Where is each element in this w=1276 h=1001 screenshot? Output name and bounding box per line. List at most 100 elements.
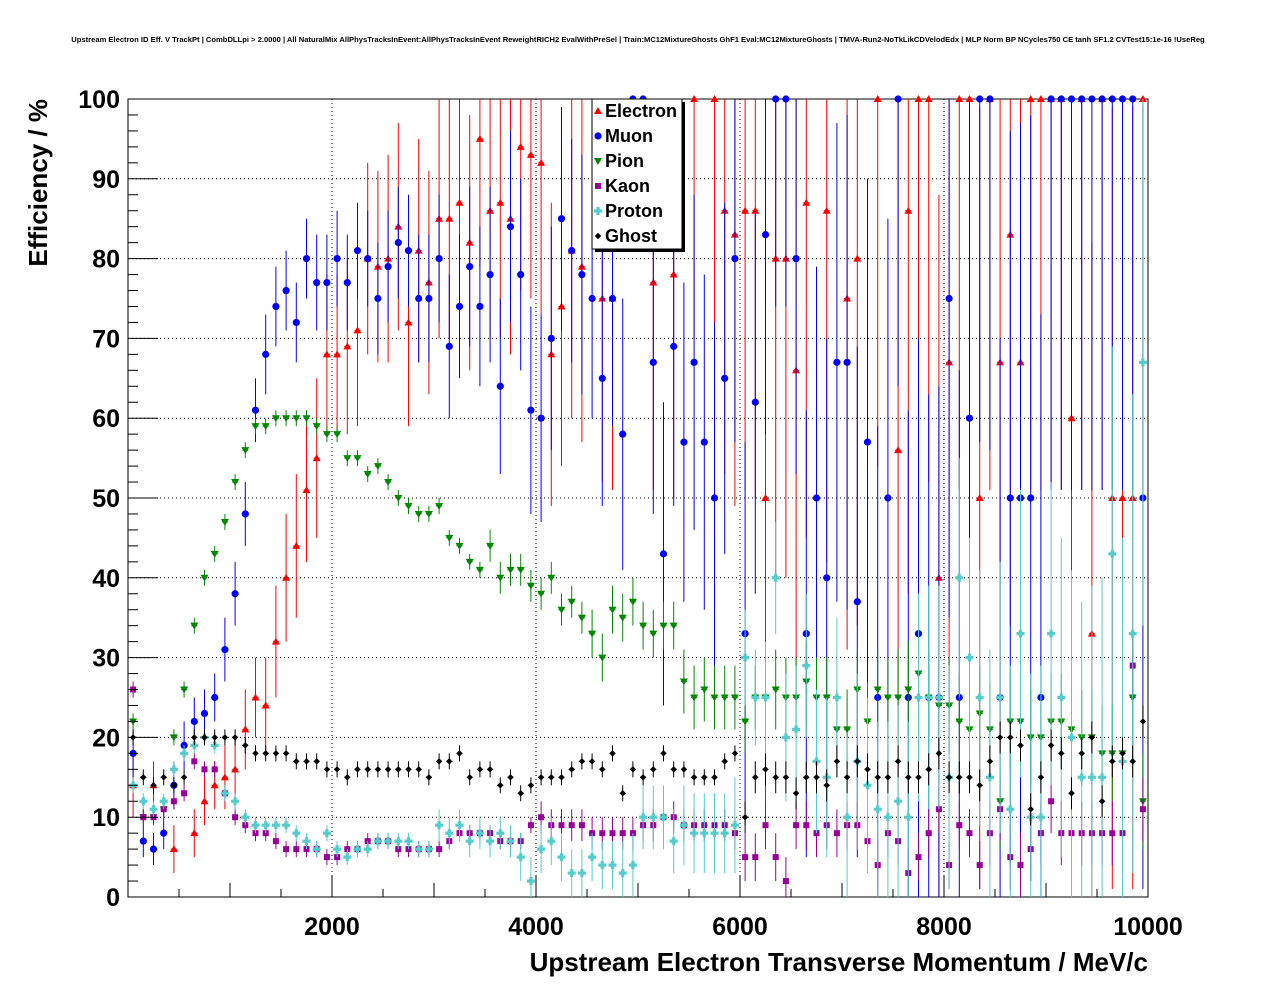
muon-point: [384, 262, 392, 271]
pion-point: [506, 566, 515, 574]
pion-point: [414, 510, 423, 518]
kaon-point: [803, 822, 810, 829]
ghost-point: [650, 766, 657, 773]
proton-point: [312, 845, 321, 854]
pion-point: [435, 502, 444, 510]
proton-point: [832, 693, 841, 702]
electron-point: [302, 486, 311, 494]
proton-point-h: [649, 815, 658, 819]
ghost-point: [405, 766, 412, 773]
muon-point: [863, 438, 872, 446]
pion-point: [465, 558, 474, 566]
ghost-point: [486, 766, 494, 773]
proton-point: [588, 853, 597, 862]
pion-point: [496, 574, 505, 582]
proton-point-h: [322, 831, 331, 835]
y-axis-label: Efficiency / %: [23, 99, 53, 267]
muon-point: [292, 318, 300, 327]
ghost-point: [1129, 758, 1136, 765]
ghost-point: [690, 774, 698, 781]
ghost-point: [599, 766, 606, 773]
muon-point: [619, 430, 627, 438]
proton-point: [1128, 629, 1137, 638]
muon-point: [1067, 95, 1076, 103]
pion-point: [333, 431, 342, 439]
proton-point: [781, 733, 790, 742]
electron-point: [343, 342, 352, 350]
muon-point: [945, 294, 953, 303]
muon-point: [1057, 95, 1065, 103]
proton-point-h: [292, 831, 301, 835]
proton-point: [792, 725, 801, 734]
ghost-point: [670, 766, 677, 773]
muon-point: [537, 414, 545, 422]
proton-point: [404, 837, 413, 846]
proton-point: [557, 853, 566, 862]
muon-point: [700, 438, 708, 446]
y-tick-label: 100: [78, 86, 120, 114]
y-tick-label: 60: [92, 405, 120, 433]
proton-point-h: [710, 831, 719, 835]
proton-point-h: [333, 847, 342, 851]
kaon-point: [1048, 798, 1055, 805]
electron-point: [1138, 95, 1147, 102]
pion-point: [720, 694, 729, 702]
ghost-point: [721, 758, 728, 765]
ghost-point: [303, 758, 310, 765]
proton-point-h: [231, 799, 240, 803]
ghost-point: [140, 774, 147, 781]
pion-point: [455, 542, 464, 550]
kaon-point: [181, 790, 188, 797]
proton-point-h: [904, 815, 913, 819]
electron-point: [751, 206, 760, 214]
ghost-point: [374, 766, 382, 773]
pion-point: [384, 479, 393, 487]
kaon-point: [578, 822, 585, 829]
ghost-point: [619, 790, 626, 797]
ghost-point: [578, 758, 586, 765]
muon-point: [670, 342, 678, 350]
proton-point-h: [792, 727, 801, 732]
x-tick-label: 10000: [1113, 913, 1183, 941]
pion-point: [343, 455, 352, 463]
proton-point: [1087, 773, 1096, 782]
pion-point: [547, 574, 556, 582]
pion-point: [394, 495, 403, 502]
muon-point: [231, 590, 239, 598]
proton-point-h: [1006, 807, 1015, 811]
muon-point: [241, 510, 249, 518]
proton-point: [353, 845, 362, 854]
pion-point: [445, 534, 454, 542]
electron-point: [200, 797, 209, 805]
proton-point: [506, 837, 515, 846]
pion-point: [241, 447, 250, 455]
electron-point: [894, 446, 903, 454]
muon-point: [517, 270, 525, 279]
kaon-point: [272, 838, 279, 845]
muon-point: [333, 255, 341, 263]
kaon-point: [609, 830, 616, 837]
pion-point: [231, 479, 240, 487]
kaon-point: [283, 846, 290, 853]
ghost-point: [833, 758, 841, 765]
proton-point: [271, 821, 280, 830]
kaon-point: [772, 854, 779, 861]
muon-point: [445, 342, 453, 350]
ghost-point: [191, 734, 198, 741]
muon-point: [302, 255, 311, 263]
ghost-point: [323, 766, 331, 773]
proton-point: [302, 837, 311, 846]
ghost-point: [792, 790, 800, 797]
proton-point-h: [690, 831, 699, 835]
muon-point: [598, 374, 606, 382]
pion-point: [261, 423, 270, 431]
ghost-point: [1017, 742, 1024, 749]
proton-point: [894, 797, 903, 806]
ghost-point: [813, 774, 820, 781]
proton-point: [475, 829, 484, 838]
proton-point: [1077, 773, 1086, 782]
muon-point: [323, 278, 331, 287]
proton-point: [282, 821, 291, 830]
kaon-point: [191, 758, 198, 765]
muon-point: [578, 270, 586, 279]
